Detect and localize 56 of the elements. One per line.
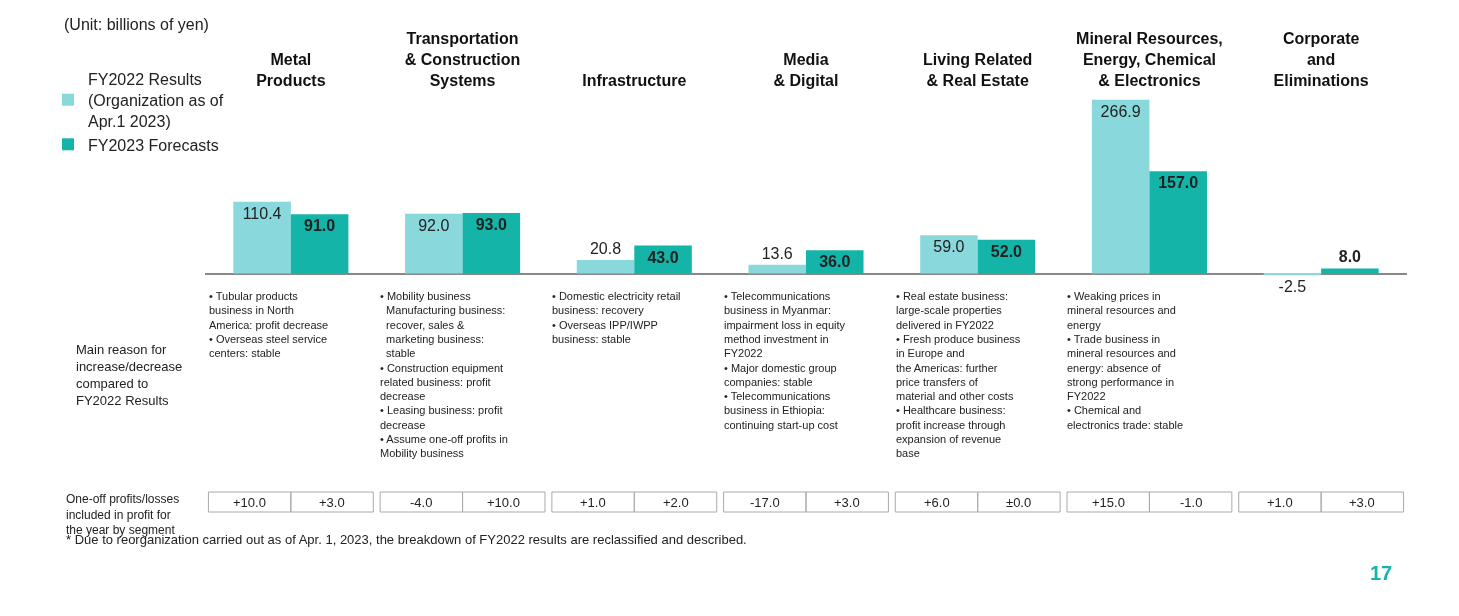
x-tick-label: Mineral Resources, Energy, Chemical & Electronics xyxy=(1076,30,1223,89)
text: +3.0 xyxy=(319,495,345,510)
text: +1.0 xyxy=(1267,495,1293,510)
data-label: 266.9 xyxy=(1100,102,1141,120)
data-label: 43.0 xyxy=(647,248,679,266)
text: +10.0 xyxy=(487,495,520,510)
bar xyxy=(462,213,521,274)
data-label: 13.6 xyxy=(761,244,793,262)
legend-label: FY2022 Results (Organization as of Apr.1 2023) xyxy=(88,71,224,130)
bar xyxy=(290,214,349,274)
text: (Unit: billions of yen) xyxy=(64,16,209,33)
text: +2.0 xyxy=(663,495,689,510)
text: -1.0 xyxy=(1180,495,1203,510)
text: +6.0 xyxy=(924,495,950,510)
bar xyxy=(405,213,463,274)
data-label: 8.0 xyxy=(1338,248,1362,266)
text: +3.0 xyxy=(834,495,860,510)
data-label: 36.0 xyxy=(819,253,851,271)
data-label: 92.0 xyxy=(418,216,450,234)
text: -4.0 xyxy=(410,495,433,510)
x-tick-label: Corporate and Eliminations xyxy=(1273,30,1369,89)
x-tick-label: Metal Products xyxy=(256,51,326,89)
data-label: 157.0 xyxy=(1158,174,1199,192)
x-tick-label: Infrastructure xyxy=(582,71,687,89)
bar xyxy=(920,235,978,274)
text: +3.0 xyxy=(1349,495,1375,510)
text: • Telecommunications business in Myanmar: impairment loss in equity method investment in FY2022 • Major domestic group companies: stable • Telecommunications business in Ethiopia: continuing start-up cost xyxy=(724,290,846,431)
bar xyxy=(1149,171,1207,274)
text: • Real estate business: large-scale properties delivered in FY2022 • Fresh produce business in Europe and the Americas: further price transfers of material and other costs • Healthcare business: profit increase through expansion of revenue base xyxy=(896,290,1021,460)
data-label: 91.0 xyxy=(304,217,336,235)
bar xyxy=(1321,268,1379,274)
text: -17.0 xyxy=(750,495,780,510)
legend-label: FY2023 Forecasts xyxy=(88,136,219,154)
text: +10.0 xyxy=(233,495,266,510)
data-label: -2.5 xyxy=(1278,278,1307,296)
data-label: 52.0 xyxy=(990,242,1023,260)
text: • Domestic electricity retail business: recovery • Overseas IPP/IWPP business: stable xyxy=(552,290,681,345)
data-label: 59.0 xyxy=(933,238,965,256)
text: +15.0 xyxy=(1092,495,1125,510)
text: 17 xyxy=(1370,562,1393,584)
x-tick-label: Media & Digital xyxy=(773,51,839,89)
bar xyxy=(233,201,291,274)
text: • Tubular products business in North America: profit decrease • Overseas steel service centers: stable xyxy=(209,290,329,360)
text: +1.0 xyxy=(580,495,606,510)
bar xyxy=(1091,99,1150,274)
text: • Mobility business Manufacturing business: recover, sales & marketing business: stable • Construction equipment related business: profit decrease • Leasing business: profit decrease • Assume one-off profits in Mobility business xyxy=(380,290,508,460)
text: • Weaking prices in mineral resources and energy • Trade business in mineral resources and energy: absence of strong performance in FY2022 • Chemical and electronics trade: stable xyxy=(1067,290,1184,431)
data-label: 20.8 xyxy=(589,240,622,258)
x-tick-label: Transportation & Construction Systems xyxy=(404,30,521,89)
bar xyxy=(576,260,635,274)
x-tick-label: Living Related & Real Estate xyxy=(923,51,1033,89)
text: Main reason for increase/decrease compared to FY2022 Results xyxy=(76,342,183,408)
bar xyxy=(748,264,806,274)
text: ±0.0 xyxy=(1006,495,1032,510)
data-label: 110.4 xyxy=(242,204,282,222)
data-label: 93.0 xyxy=(475,216,507,234)
